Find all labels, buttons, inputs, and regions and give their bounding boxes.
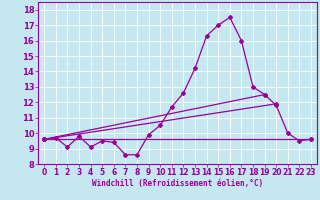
X-axis label: Windchill (Refroidissement éolien,°C): Windchill (Refroidissement éolien,°C) [92, 179, 263, 188]
